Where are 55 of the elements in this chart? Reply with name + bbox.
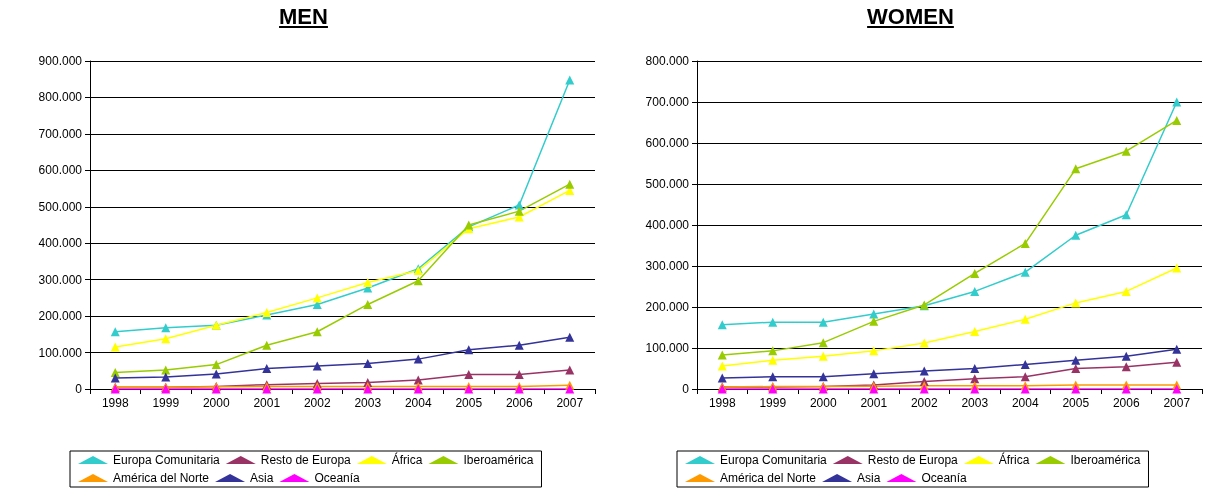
y-tick-label: 200.000 <box>38 309 83 324</box>
x-tick-label: 2003 <box>354 396 382 410</box>
x-tick-label: 2006 <box>1112 396 1140 410</box>
legend-label: Oceanía <box>921 471 968 485</box>
x-tick-label: 2002 <box>910 396 938 410</box>
x-tick-label: 2007 <box>1163 396 1191 410</box>
y-tick-label: 800.000 <box>645 54 690 68</box>
x-tick-label: 2003 <box>961 396 989 410</box>
legend-label: Oceanía <box>314 471 361 485</box>
y-tick-label: 700.000 <box>645 95 690 109</box>
legend-label: América del Norte <box>113 471 210 485</box>
chart-title: MEN <box>278 4 329 30</box>
y-tick-label: 0 <box>682 382 690 396</box>
y-tick-label: 300.000 <box>645 259 690 273</box>
y-tick-label: 500.000 <box>38 199 83 214</box>
x-tick-label: 1998 <box>708 396 736 410</box>
x-tick-label: 2004 <box>1011 396 1039 410</box>
legend-label: Iberoamérica <box>463 453 534 467</box>
legend-label: Iberoamérica <box>1070 453 1141 467</box>
x-tick-label: 2007 <box>556 396 584 410</box>
y-tick-label: 900.000 <box>38 54 83 68</box>
legend-label: Europa Comunitaria <box>720 453 828 467</box>
x-tick-label: 1999 <box>152 396 180 410</box>
legend-label: Europa Comunitaria <box>113 453 221 467</box>
x-tick-label: 2001 <box>860 396 888 410</box>
y-tick-label: 300.000 <box>38 272 83 287</box>
y-tick-label: 500.000 <box>645 177 690 191</box>
legend-label: América del Norte <box>720 471 817 485</box>
x-tick-label: 1999 <box>759 396 787 410</box>
y-tick-label: 200.000 <box>645 300 690 314</box>
legend-label: África <box>998 452 1030 467</box>
x-tick-label: 2006 <box>505 396 533 410</box>
legend-label: Resto de Europa <box>260 453 352 467</box>
legend-label: Resto de Europa <box>867 453 959 467</box>
y-tick-label: 100.000 <box>38 345 83 360</box>
legend-label: África <box>391 452 423 467</box>
legend-label: Asia <box>857 471 881 485</box>
y-tick-label: 0 <box>75 382 83 396</box>
x-tick-label: 2002 <box>303 396 331 410</box>
y-tick-label: 400.000 <box>645 218 690 232</box>
x-tick-label: 2004 <box>404 396 432 410</box>
x-tick-label: 2001 <box>253 396 281 410</box>
y-tick-label: 100.000 <box>645 341 690 355</box>
x-tick-label: 2000 <box>809 396 837 410</box>
y-tick-label: 700.000 <box>38 126 83 141</box>
y-tick-label: 600.000 <box>38 163 83 178</box>
y-tick-label: 600.000 <box>645 136 690 150</box>
x-tick-label: 2005 <box>1062 396 1090 410</box>
x-tick-label: 1998 <box>101 396 129 410</box>
x-tick-label: 2005 <box>455 396 483 410</box>
chart-title: WOMEN <box>866 4 955 30</box>
x-tick-label: 2000 <box>202 396 230 410</box>
y-tick-label: 400.000 <box>38 236 83 251</box>
y-tick-label: 800.000 <box>38 90 83 105</box>
legend-label: Asia <box>250 471 274 485</box>
